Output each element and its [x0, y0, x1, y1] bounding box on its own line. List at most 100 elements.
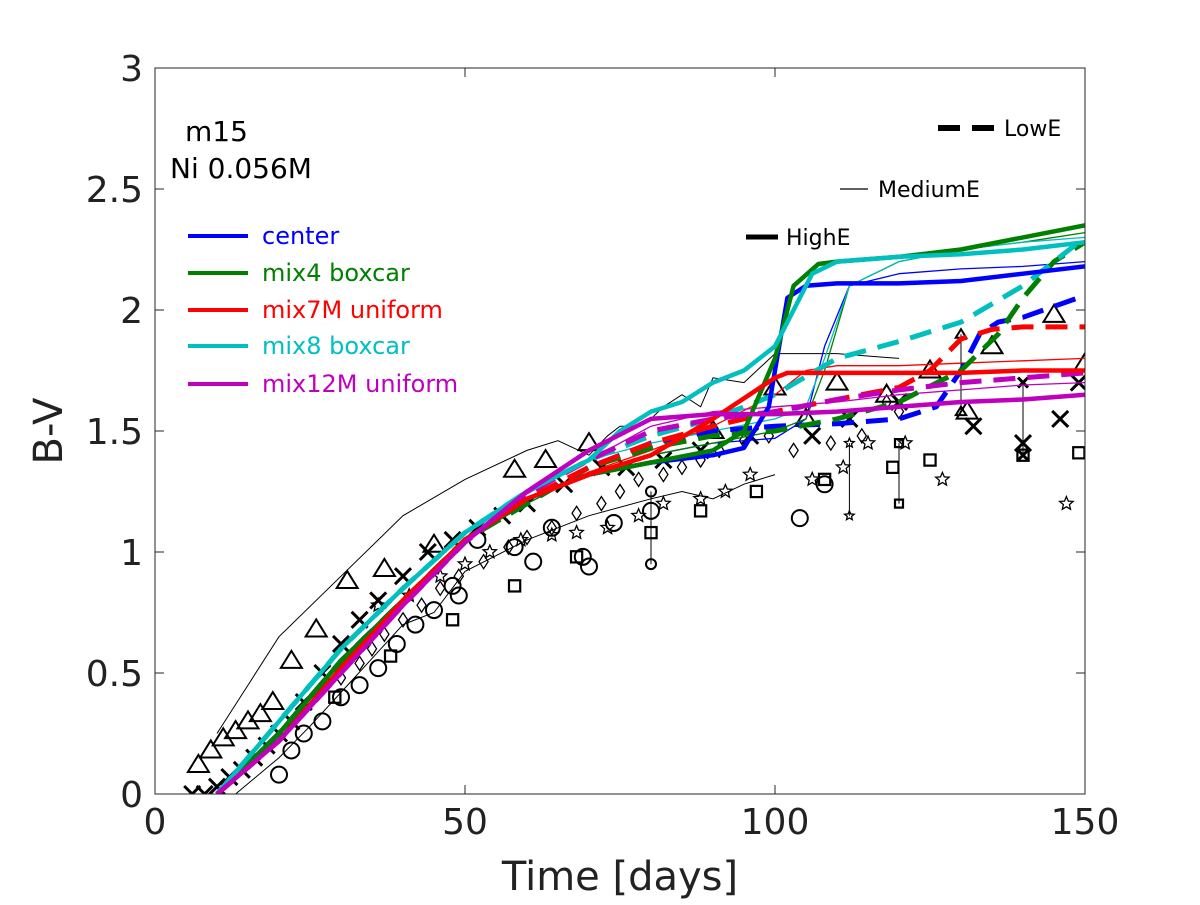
obs-triangle-24	[1072, 351, 1085, 372]
obs-diamond-17	[676, 459, 688, 476]
obs-x-31	[1051, 409, 1070, 428]
obs-diamond-23	[825, 434, 837, 452]
obs-circle-0	[270, 765, 288, 784]
style-label-mediume: MediumE	[878, 178, 980, 203]
y-tick-label-6: 3	[120, 49, 143, 90]
obs-circle-4	[332, 688, 350, 707]
obs-triangle-23	[1041, 302, 1067, 323]
obs-diamond-15	[633, 471, 644, 488]
obs-diamond-14	[614, 483, 626, 500]
obs-diamond-22	[788, 442, 799, 459]
obs-circle-6	[369, 659, 388, 678]
obs-square-9	[886, 460, 900, 475]
obs-triangle-13	[533, 448, 558, 469]
axis-ticks: 0 50 100 150 0 0.5 1 1.5 2 2.5 3	[86, 49, 1120, 843]
obs-circle-10	[443, 576, 462, 595]
style-legend: LowE MediumE HighE	[746, 117, 1061, 251]
obs-circle-13	[505, 538, 524, 557]
legend-label-mix4-boxcar: mix4 boxcar	[262, 259, 410, 287]
obs-star-4	[481, 543, 499, 560]
line-mix12m-uniform-highe	[215, 392, 1085, 794]
style-label-highe: HighE	[786, 226, 850, 251]
error-bars	[645, 327, 1030, 571]
obs-triangle-2	[210, 726, 236, 747]
obs-triangle-10	[372, 557, 397, 577]
obs-star-17	[896, 434, 914, 451]
obs-diamond-26	[893, 403, 905, 420]
y-tick-label-5: 2.5	[86, 170, 143, 211]
annotation-nickel-mass: Ni 0.056M	[170, 152, 312, 185]
style-label-lowe: LowE	[1004, 117, 1061, 142]
obs-triangle-18	[824, 370, 850, 391]
y-tick-label-3: 1.5	[86, 412, 143, 453]
x-tick-label-3: 150	[1051, 802, 1120, 843]
obs-circle-14	[524, 552, 543, 571]
y-axis-title: B-V	[26, 397, 72, 465]
obs-triangle-3	[223, 719, 248, 740]
obs-diamond-6	[434, 580, 446, 597]
obs-star-0	[369, 596, 387, 613]
obs-circle-5	[350, 676, 369, 695]
obs-diamond-5	[416, 597, 427, 614]
error-bar-high-2	[893, 438, 905, 449]
x-tick-label-2: 100	[741, 802, 810, 843]
obs-circle-18	[604, 513, 623, 532]
obs-square-0	[328, 690, 342, 704]
model-lines	[215, 223, 1085, 794]
x-tick-label-0: 0	[144, 802, 167, 843]
obs-diamond-8	[478, 553, 489, 570]
obs-circle-11	[449, 586, 468, 605]
obs-diamond-2	[366, 640, 378, 657]
obs-diamond-9	[503, 538, 514, 556]
obs-diamond-1	[354, 655, 365, 672]
obs-diamond-11	[546, 519, 558, 536]
legend-label-mix7m-uniform: mix7M uniform	[262, 296, 443, 324]
obs-triangle-6	[260, 690, 286, 711]
error-bar-high-4	[1016, 376, 1030, 389]
obs-square-4	[569, 550, 584, 564]
obs-square-3	[507, 579, 522, 593]
obs-star-5	[512, 531, 530, 548]
obs-star-7	[568, 523, 585, 540]
obs-square-1	[383, 649, 398, 663]
obs-star-6	[543, 526, 561, 543]
y-tick-label-0: 0	[120, 775, 143, 816]
line-mix8-boxcar-highe	[215, 239, 1085, 794]
obs-x-29	[964, 417, 983, 436]
obs-diamond-16	[658, 466, 669, 483]
color-legend: center mix4 boxcar mix7M uniform mix8 bo…	[188, 222, 458, 398]
y-tick-label-1: 0.5	[86, 654, 143, 695]
y-tick-label-4: 2	[120, 291, 143, 332]
obs-triangle-20	[917, 358, 943, 379]
line-mix7m-uniform-highe	[215, 368, 1085, 794]
obs-diamond-7	[453, 568, 465, 585]
observation-markers	[183, 302, 1085, 794]
obs-star-15	[834, 458, 852, 475]
obs-circle-2	[294, 724, 313, 743]
obs-square-2	[445, 613, 460, 627]
obs-diamond-4	[397, 611, 409, 628]
obs-star-14	[803, 470, 821, 487]
obs-star-12	[717, 482, 734, 499]
obs-square-6	[693, 504, 708, 518]
obs-circle-3	[313, 712, 332, 731]
obs-circle-20	[790, 509, 809, 528]
obs-triangle-0	[186, 753, 211, 773]
error-bar-low-4	[1016, 449, 1030, 462]
obs-x-15	[418, 542, 437, 562]
obs-star-9	[630, 507, 647, 523]
obs-star-10	[655, 494, 672, 511]
error-bar-low-1	[842, 508, 856, 522]
obs-triangle-1	[198, 738, 224, 759]
obs-x-1	[195, 784, 214, 794]
error-bar-low-0	[645, 558, 657, 571]
obs-triangle-11	[421, 532, 447, 553]
obs-triangle-8	[303, 617, 329, 638]
obs-circle-8	[406, 615, 425, 634]
obs-diamond-24	[856, 427, 868, 445]
obs-circle-1	[282, 741, 301, 760]
legend-label-center: center	[262, 222, 339, 250]
obs-star-13	[741, 465, 759, 482]
